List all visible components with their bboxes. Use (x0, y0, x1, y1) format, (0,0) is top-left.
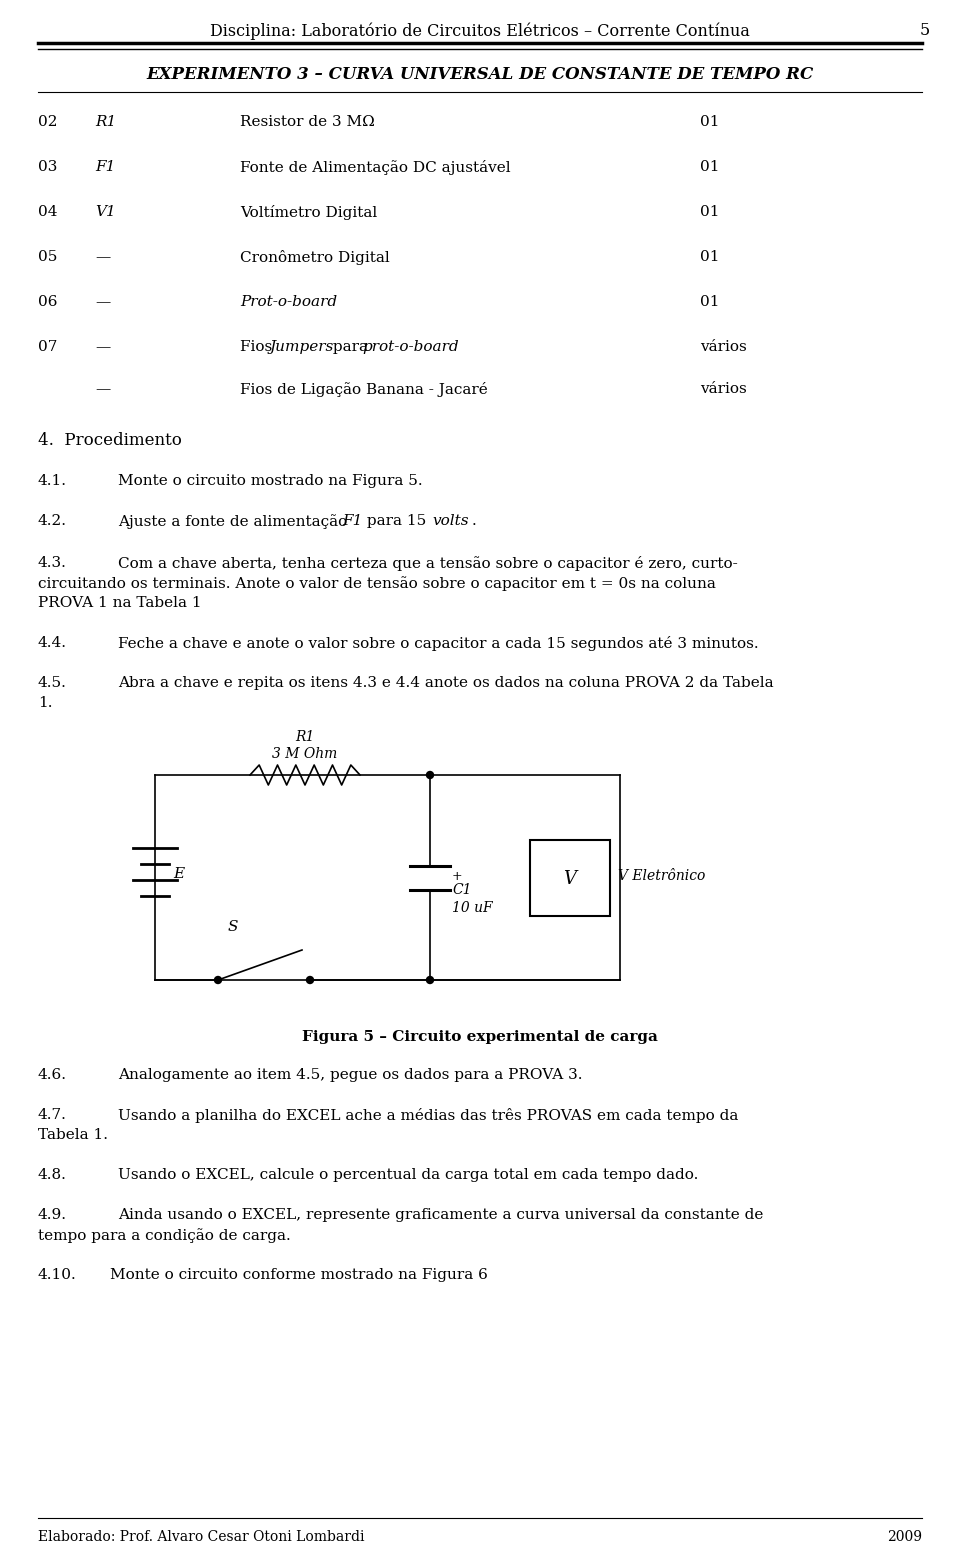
Text: Analogamente ao item 4.5, pegue os dados para a PROVA 3.: Analogamente ao item 4.5, pegue os dados… (118, 1067, 583, 1081)
Text: 07: 07 (38, 340, 58, 354)
Text: para: para (328, 340, 372, 354)
Text: +: + (452, 870, 463, 884)
Text: 4.8.: 4.8. (38, 1167, 67, 1182)
Text: 06: 06 (38, 294, 58, 308)
Text: 4.7.: 4.7. (38, 1108, 67, 1122)
Text: 3 M Ohm: 3 M Ohm (273, 747, 338, 761)
Text: 4.9.: 4.9. (38, 1208, 67, 1222)
Text: 01: 01 (700, 160, 719, 174)
Text: Figura 5 – Circuito experimental de carga: Figura 5 – Circuito experimental de carg… (302, 1030, 658, 1044)
Text: .: . (472, 513, 477, 527)
Text: 01: 01 (700, 114, 719, 128)
Text: V1: V1 (95, 205, 116, 219)
Text: para 15: para 15 (362, 513, 431, 527)
Text: 4.10.: 4.10. (38, 1268, 77, 1282)
Text: Abra a chave e repita os itens 4.3 e 4.4 anote os dados na coluna PROVA 2 da Tab: Abra a chave e repita os itens 4.3 e 4.4… (118, 676, 774, 690)
Text: 04: 04 (38, 205, 58, 219)
Text: EXPERIMENTO 3 – CURVA UNIVERSAL DE CONSTANTE DE TEMPO RC: EXPERIMENTO 3 – CURVA UNIVERSAL DE CONST… (146, 66, 814, 83)
FancyBboxPatch shape (530, 839, 610, 916)
Text: Usando o EXCEL, calcule o percentual da carga total em cada tempo dado.: Usando o EXCEL, calcule o percentual da … (118, 1167, 698, 1182)
Text: Jumpers: Jumpers (270, 340, 334, 354)
Text: S: S (228, 920, 238, 934)
Text: F1: F1 (342, 513, 362, 527)
Text: —: — (95, 294, 110, 308)
Text: V Eletrônico: V Eletrônico (618, 870, 706, 884)
Text: R1: R1 (95, 114, 116, 128)
Text: vários: vários (700, 340, 747, 354)
Text: —: — (95, 250, 110, 264)
Text: —: — (95, 340, 110, 354)
Text: 4.5.: 4.5. (38, 676, 67, 690)
Text: C1: C1 (452, 884, 471, 897)
Text: volts: volts (432, 513, 468, 527)
Text: Com a chave aberta, tenha certeza que a tensão sobre o capacitor é zero, curto-: Com a chave aberta, tenha certeza que a … (118, 556, 737, 571)
Text: Fios de Ligação Banana - Jacaré: Fios de Ligação Banana - Jacaré (240, 382, 488, 398)
Text: 02: 02 (38, 114, 58, 128)
Text: 4.6.: 4.6. (38, 1067, 67, 1081)
Text: 1.: 1. (38, 696, 53, 711)
Text: Elaborado: Prof. Alvaro Cesar Otoni Lombardi: Elaborado: Prof. Alvaro Cesar Otoni Lomb… (38, 1531, 365, 1545)
Text: circuitando os terminais. Anote o valor de tensão sobre o capacitor em t = 0s na: circuitando os terminais. Anote o valor … (38, 576, 716, 592)
Text: R1: R1 (296, 729, 315, 743)
Text: Feche a chave e anote o valor sobre o capacitor a cada 15 segundos até 3 minutos: Feche a chave e anote o valor sobre o ca… (118, 635, 758, 651)
Circle shape (214, 977, 222, 983)
Text: —: — (95, 382, 110, 396)
Text: Usando a planilha do EXCEL ache a médias das três PROVAS em cada tempo da: Usando a planilha do EXCEL ache a médias… (118, 1108, 738, 1124)
Text: Fonte de Alimentação DC ajustável: Fonte de Alimentação DC ajustável (240, 160, 511, 175)
Text: Monte o circuito conforme mostrado na Figura 6: Monte o circuito conforme mostrado na Fi… (110, 1268, 488, 1282)
Text: Tabela 1.: Tabela 1. (38, 1128, 108, 1142)
Text: 4.3.: 4.3. (38, 556, 67, 570)
Text: 03: 03 (38, 160, 58, 174)
Text: prot-o-board: prot-o-board (362, 340, 459, 354)
Text: 01: 01 (700, 205, 719, 219)
Text: Ajuste a fonte de alimentação: Ajuste a fonte de alimentação (118, 513, 352, 529)
Circle shape (426, 977, 434, 983)
Text: Prot-o-board: Prot-o-board (240, 294, 337, 308)
Text: Monte o circuito mostrado na Figura 5.: Monte o circuito mostrado na Figura 5. (118, 474, 422, 488)
Text: 05: 05 (38, 250, 58, 264)
Text: 4.1.: 4.1. (38, 474, 67, 488)
Text: 2009: 2009 (887, 1531, 922, 1545)
Text: PROVA 1 na Tabela 1: PROVA 1 na Tabela 1 (38, 596, 202, 610)
Text: Fios: Fios (240, 340, 277, 354)
Text: 4.2.: 4.2. (38, 513, 67, 527)
Text: 4.  Procedimento: 4. Procedimento (38, 432, 181, 449)
Text: 01: 01 (700, 250, 719, 264)
Text: vários: vários (700, 382, 747, 396)
Text: tempo para a condição de carga.: tempo para a condição de carga. (38, 1229, 291, 1243)
Text: F1: F1 (95, 160, 115, 174)
Text: 4.4.: 4.4. (38, 635, 67, 649)
Text: 5: 5 (920, 22, 930, 39)
Text: Ainda usando o EXCEL, represente graficamente a curva universal da constante de: Ainda usando o EXCEL, represente grafica… (118, 1208, 763, 1222)
Text: Voltímetro Digital: Voltímetro Digital (240, 205, 377, 221)
Text: Resistor de 3 MΩ: Resistor de 3 MΩ (240, 114, 374, 128)
Text: Cronômetro Digital: Cronômetro Digital (240, 250, 390, 264)
Text: E: E (173, 867, 184, 881)
Circle shape (306, 977, 314, 983)
Text: V: V (564, 870, 577, 887)
Text: 10 uF: 10 uF (452, 900, 492, 914)
Text: 01: 01 (700, 294, 719, 308)
Circle shape (426, 772, 434, 778)
Text: Disciplina: Laboratório de Circuitos Elétricos – Corrente Contínua: Disciplina: Laboratório de Circuitos Elé… (210, 22, 750, 39)
